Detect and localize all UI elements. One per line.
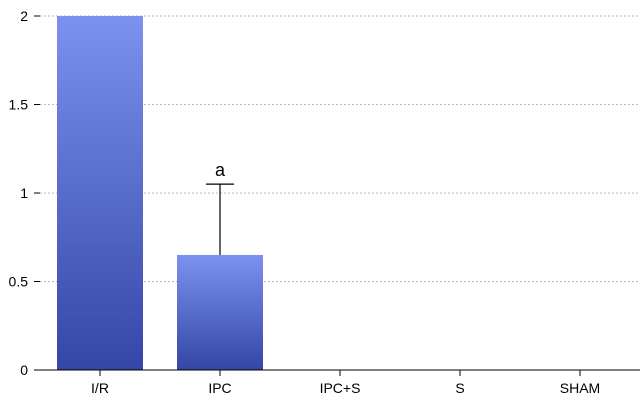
x-tick-label: IPC+S [320, 380, 361, 396]
y-tick-label: 1.5 [9, 97, 29, 113]
significance-annotation: a [215, 160, 226, 180]
bar-i-r [57, 16, 143, 370]
annotations: a [215, 160, 226, 180]
x-tick-label: SHAM [560, 380, 600, 396]
bar-ipc [177, 254, 263, 370]
y-axis-ticks: 0 0.5 1 1.5 2 [9, 8, 40, 378]
error-bars [206, 183, 234, 255]
y-tick-label: 0.5 [9, 274, 29, 290]
x-tick-label: S [455, 380, 464, 396]
y-tick-label: 2 [20, 8, 28, 24]
x-axis-ticks: I/R IPC IPC+S S SHAM [91, 370, 600, 396]
x-tick-label: IPC [208, 380, 231, 396]
bars [57, 16, 263, 370]
x-tick-label: I/R [91, 380, 109, 396]
y-tick-label: 0 [20, 362, 28, 378]
y-tick-label: 1 [20, 185, 28, 201]
